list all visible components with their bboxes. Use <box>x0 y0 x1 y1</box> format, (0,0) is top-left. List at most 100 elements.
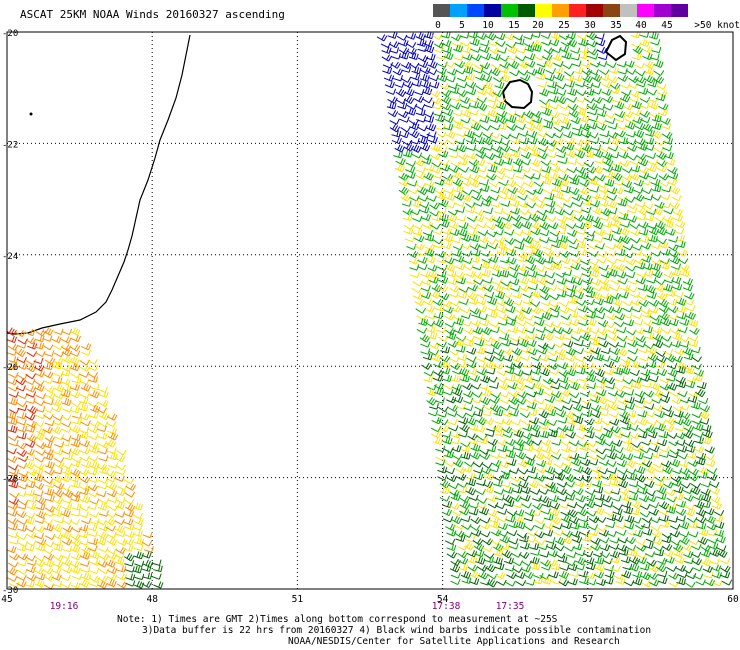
wind-barb <box>696 452 707 460</box>
wind-barb <box>611 495 622 502</box>
wind-barb <box>644 144 655 151</box>
wind-barb <box>444 187 455 194</box>
wind-barb <box>602 558 613 565</box>
wind-barb <box>25 425 36 433</box>
wind-barb <box>607 327 619 335</box>
wind-barb <box>711 571 723 579</box>
wind-barb <box>485 239 497 245</box>
wind-barb <box>634 390 645 398</box>
wind-barb <box>488 250 499 257</box>
wind-barb <box>545 537 556 544</box>
wind-barb <box>698 528 709 537</box>
wind-barb <box>43 398 54 406</box>
wind-barb <box>509 335 521 342</box>
wind-barb <box>44 460 55 469</box>
wind-barb <box>452 244 464 251</box>
wind-barb <box>645 490 656 497</box>
wind-barb <box>556 277 567 285</box>
wind-barb <box>448 425 459 432</box>
wind-barb <box>581 68 593 76</box>
wind-barb <box>520 166 532 173</box>
wind-barb <box>497 192 508 200</box>
wind-barb <box>676 305 687 314</box>
wind-barb <box>394 81 405 88</box>
wind-barb <box>539 99 550 105</box>
wind-barb <box>632 570 643 579</box>
wind-barb <box>44 435 56 443</box>
wind-barb <box>491 279 502 286</box>
wind-barb <box>659 258 670 265</box>
wind-barb <box>570 530 581 538</box>
wind-barb <box>436 131 447 138</box>
wind-barb <box>51 503 62 511</box>
wind-barb <box>114 455 126 463</box>
wind-barb <box>389 123 401 133</box>
wind-barb <box>437 474 448 481</box>
wind-barb <box>106 531 117 539</box>
wind-barb <box>514 376 525 385</box>
wind-barb <box>8 397 18 406</box>
wind-barb <box>514 237 525 244</box>
wind-barb <box>531 439 542 446</box>
wind-barb <box>678 531 690 538</box>
wind-barb <box>618 548 629 556</box>
wind-barb <box>508 325 519 334</box>
wind-barb <box>561 465 572 474</box>
wind-barb <box>494 81 505 89</box>
wind-barb <box>542 377 554 385</box>
wind-barb <box>78 538 89 546</box>
wind-barb <box>548 222 559 230</box>
wind-barb <box>457 158 468 166</box>
wind-barb <box>484 215 496 223</box>
wind-barb <box>480 261 491 270</box>
wind-barb <box>464 327 475 335</box>
wind-barb <box>635 539 646 546</box>
wind-barb <box>476 416 487 426</box>
wind-barb <box>663 410 674 418</box>
wind-barb <box>494 173 506 180</box>
wind-barb <box>602 95 614 104</box>
wind-barb <box>454 192 465 201</box>
wind-barb <box>603 577 614 585</box>
wind-barb <box>442 500 453 509</box>
wind-barb <box>24 580 35 588</box>
wind-barb <box>631 109 642 117</box>
wind-barb <box>647 431 658 439</box>
wind-barb <box>645 474 656 481</box>
wind-barb <box>96 425 107 432</box>
wind-barb <box>607 268 618 277</box>
wind-barb <box>78 397 89 405</box>
wind-barb <box>590 338 601 346</box>
wind-barb <box>80 566 91 573</box>
wind-barb <box>420 341 431 348</box>
wind-barb <box>595 174 606 182</box>
wind-barb <box>617 404 628 411</box>
wind-barb <box>395 88 407 97</box>
wind-barb <box>558 579 569 587</box>
wind-barb <box>43 541 55 548</box>
wind-barb <box>60 369 71 377</box>
wind-barb <box>608 66 619 75</box>
wind-barb <box>543 188 554 195</box>
wind-barb <box>664 556 675 564</box>
wind-barb <box>96 490 107 498</box>
wind-barb <box>457 75 468 82</box>
wind-barb <box>605 382 616 390</box>
wind-barb <box>544 193 555 201</box>
wind-barb <box>460 243 471 250</box>
wind-barb <box>594 157 605 164</box>
wind-barb <box>550 516 562 525</box>
wind-barb <box>36 538 47 546</box>
wind-barb <box>659 514 669 522</box>
wind-barb <box>80 383 92 392</box>
wind-barb <box>123 538 135 546</box>
wind-barb <box>451 171 463 180</box>
wind-barb <box>571 60 582 67</box>
wind-barb <box>497 530 509 537</box>
wind-barb <box>524 44 535 52</box>
wind-barb <box>592 472 602 480</box>
wind-barb <box>564 545 575 552</box>
wind-barb <box>457 431 468 438</box>
wind-barb <box>9 553 20 561</box>
wind-barb <box>481 336 492 343</box>
